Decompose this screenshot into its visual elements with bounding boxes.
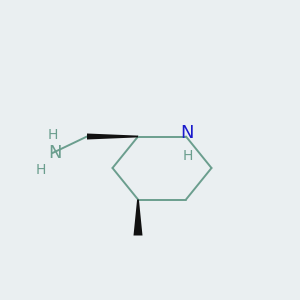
Text: N: N	[181, 124, 194, 142]
Text: N: N	[48, 144, 62, 162]
Polygon shape	[87, 134, 138, 140]
Text: H: H	[47, 128, 58, 142]
Polygon shape	[134, 200, 142, 236]
Text: H: H	[182, 149, 193, 163]
Text: H: H	[35, 163, 46, 176]
